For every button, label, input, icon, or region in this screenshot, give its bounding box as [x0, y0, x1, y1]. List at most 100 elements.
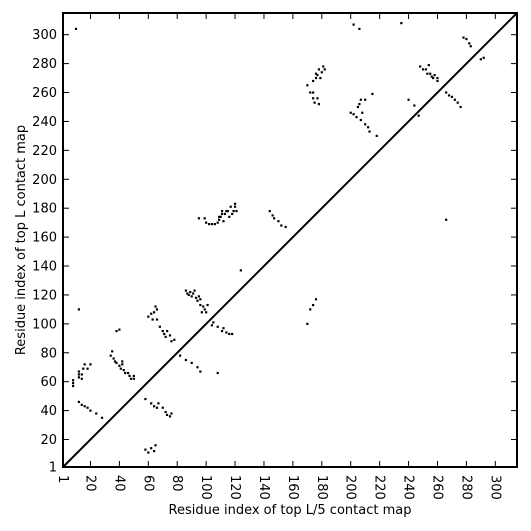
contact-point — [190, 361, 193, 364]
contact-point — [364, 98, 367, 101]
x-tick-label: 60 — [140, 475, 155, 492]
contact-point — [77, 376, 80, 379]
contact-point — [86, 367, 89, 370]
contact-point — [271, 214, 274, 217]
contact-point — [232, 209, 235, 213]
y-axis-ticks: 1204060801001201401601802002202402602803… — [32, 28, 517, 476]
contact-point — [115, 361, 118, 364]
contact-point — [210, 223, 214, 226]
contact-point — [179, 354, 182, 357]
contact-point — [317, 102, 321, 106]
contact-point — [314, 72, 318, 75]
contact-point — [229, 205, 232, 208]
contact-point — [228, 215, 231, 218]
x-tick-label: 200 — [343, 475, 358, 500]
contact-point — [194, 296, 198, 299]
contact-point — [352, 23, 355, 26]
contact-point — [309, 91, 312, 94]
contact-point — [80, 403, 83, 406]
contact-point — [358, 102, 361, 106]
contact-point — [433, 74, 436, 77]
contact-point — [359, 98, 362, 101]
contact-point — [316, 74, 319, 77]
contact-point — [361, 111, 364, 114]
contact-point — [155, 318, 159, 321]
contact-point — [161, 329, 164, 333]
contact-point — [186, 292, 189, 295]
contact-point — [86, 406, 89, 409]
contact-point — [155, 308, 159, 311]
contact-point — [316, 97, 319, 100]
x-tick-label: 20 — [82, 475, 97, 492]
contact-point — [312, 97, 315, 100]
contact-point — [222, 327, 225, 330]
contact-point — [205, 311, 208, 314]
contact-point — [212, 321, 215, 324]
contact-point — [356, 105, 360, 109]
contact-point — [225, 209, 228, 213]
contact-point — [479, 58, 482, 61]
x-tick-label: 300 — [487, 475, 502, 500]
contact-point — [199, 370, 202, 373]
y-tick-label: 80 — [40, 346, 57, 361]
x-tick-label: 220 — [372, 475, 387, 500]
contact-point — [216, 325, 219, 328]
contact-point — [419, 65, 422, 68]
y-tick-label: 1 — [49, 461, 57, 476]
contact-point — [82, 367, 85, 370]
contact-point — [128, 374, 131, 378]
contact-point — [190, 295, 193, 298]
diagonal-line — [62, 12, 518, 468]
contact-point — [228, 332, 231, 336]
contact-point — [155, 406, 159, 409]
x-tick-label: 160 — [285, 475, 300, 500]
contact-point — [456, 101, 459, 104]
contact-point — [74, 27, 78, 30]
contact-point — [118, 328, 121, 331]
contact-point — [207, 223, 211, 226]
contact-point — [309, 308, 312, 311]
contact-point — [358, 27, 361, 30]
contact-point — [152, 450, 156, 453]
contact-point — [465, 37, 468, 41]
contact-point — [447, 94, 451, 97]
contact-point — [89, 409, 92, 412]
contact-point — [427, 63, 430, 67]
contact-point — [407, 98, 410, 101]
contact-point — [154, 305, 157, 308]
contact-point — [218, 215, 221, 218]
x-tick-label: 100 — [198, 475, 213, 500]
contact-point — [164, 410, 167, 414]
x-tick-label: 80 — [169, 475, 184, 492]
contact-point — [193, 289, 196, 292]
contact-point — [144, 397, 147, 401]
contact-point — [77, 308, 80, 311]
contact-point — [482, 56, 485, 59]
contact-point — [83, 363, 86, 366]
contact-point — [322, 65, 325, 68]
contact-point — [355, 116, 358, 119]
contact-point — [226, 209, 229, 213]
contact-point — [72, 379, 75, 382]
contact-point — [152, 311, 156, 314]
contact-point — [187, 293, 190, 297]
contact-point — [225, 331, 228, 334]
contact-point — [158, 325, 161, 328]
y-tick-label: 160 — [32, 231, 57, 246]
contact-point — [203, 308, 206, 311]
contact-point — [206, 303, 209, 307]
contact-point — [468, 42, 471, 45]
contact-point — [306, 322, 309, 325]
contact-point — [100, 416, 104, 419]
contact-point — [202, 305, 205, 308]
contact-point — [147, 451, 150, 454]
contact-point — [80, 373, 83, 376]
contact-point — [184, 358, 187, 362]
contact-point — [122, 369, 125, 372]
contact-point — [213, 223, 216, 226]
contact-point — [121, 360, 124, 363]
contact-point — [445, 218, 448, 221]
contact-point — [306, 84, 309, 87]
contact-point — [216, 221, 219, 224]
